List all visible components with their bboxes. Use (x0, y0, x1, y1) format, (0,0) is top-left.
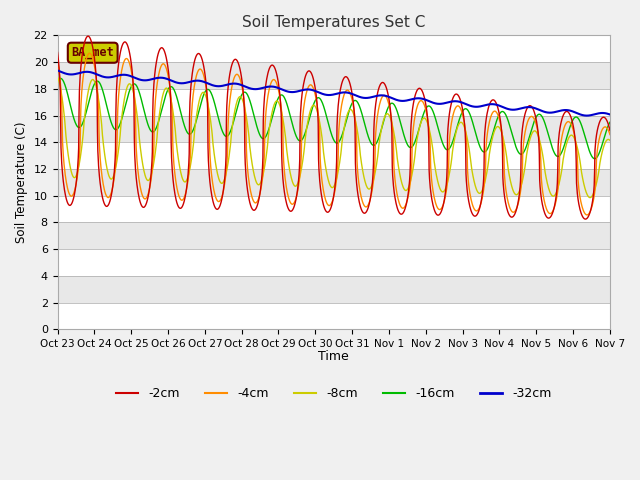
Bar (58, 62, 610, 89)
Legend: -2cm, -4cm, -8cm, -16cm, -32cm: -2cm, -4cm, -8cm, -16cm, -32cm (111, 383, 557, 406)
Bar (58, 169, 610, 196)
Bar (58, 142, 610, 169)
Bar (58, 276, 610, 302)
Bar (58, 89, 610, 116)
Bar (58, 302, 610, 329)
Bar (58, 116, 610, 142)
Bar (58, 249, 610, 276)
Y-axis label: Soil Temperature (C): Soil Temperature (C) (15, 121, 28, 243)
Bar (58, 36, 610, 62)
Bar (58, 196, 610, 222)
Bar (58, 222, 610, 249)
Title: Soil Temperatures Set C: Soil Temperatures Set C (242, 15, 426, 30)
X-axis label: Time: Time (318, 350, 349, 363)
Text: BA_met: BA_met (71, 46, 114, 59)
